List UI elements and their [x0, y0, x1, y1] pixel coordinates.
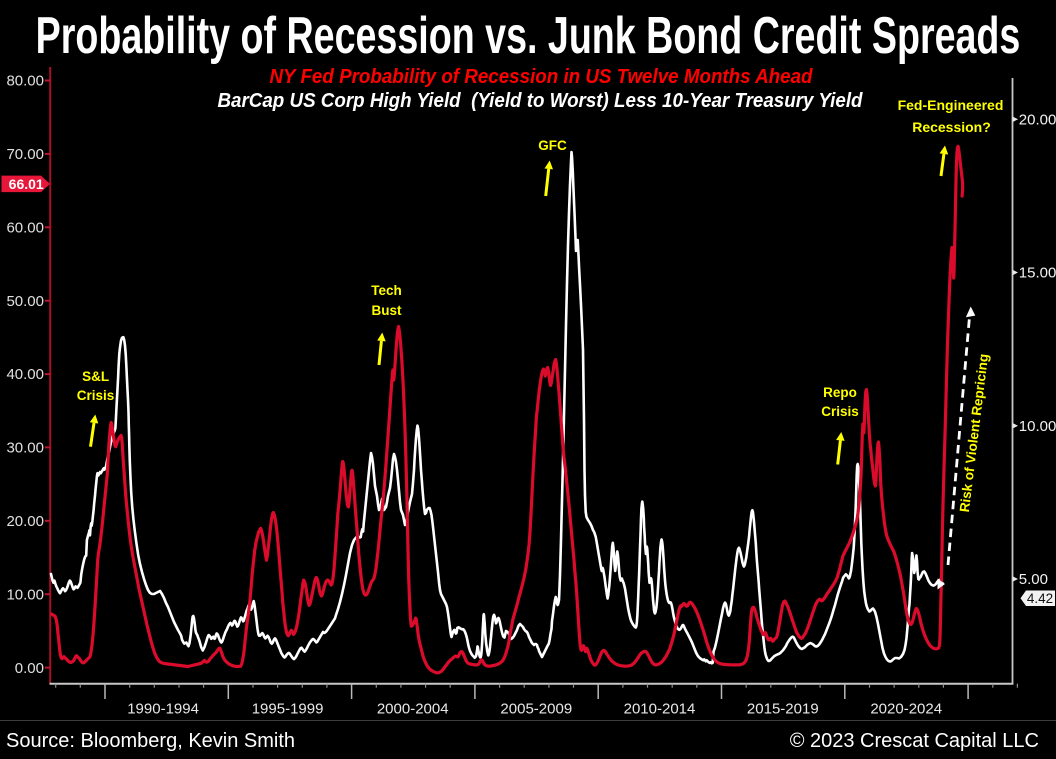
svg-text:10.00: 10.00: [6, 586, 44, 603]
svg-text:50.00: 50.00: [6, 293, 44, 310]
svg-text:1990-1994: 1990-1994: [127, 701, 199, 718]
svg-text:4.42: 4.42: [1027, 591, 1053, 606]
svg-text:10.00: 10.00: [1019, 418, 1056, 435]
svg-text:S&L: S&L: [82, 369, 109, 384]
svg-text:20.00: 20.00: [1019, 112, 1056, 129]
svg-text:30.00: 30.00: [6, 440, 44, 457]
svg-text:60.00: 60.00: [6, 220, 44, 237]
svg-text:Crisis: Crisis: [77, 388, 115, 403]
svg-text:2020-2024: 2020-2024: [870, 701, 942, 718]
svg-text:Fed-Engineered: Fed-Engineered: [898, 97, 1004, 113]
svg-text:5.00: 5.00: [1019, 571, 1048, 588]
svg-text:1995-1999: 1995-1999: [252, 701, 324, 718]
svg-text:Bust: Bust: [372, 303, 403, 318]
svg-text:0.00: 0.00: [15, 660, 44, 677]
svg-text:70.00: 70.00: [6, 146, 44, 163]
svg-text:Repo: Repo: [823, 385, 857, 400]
svg-text:66.01: 66.01: [9, 176, 44, 192]
svg-text:© 2023 Crescat Capital LLC: © 2023 Crescat Capital LLC: [790, 730, 1039, 752]
svg-text:BarCap US Corp High Yield (Yi: BarCap US Corp High Yield (Yield to Wors…: [217, 89, 863, 112]
svg-text:NY Fed Probability of Recessio: NY Fed Probability of Recession in US Tw…: [269, 65, 813, 88]
svg-text:2005-2009: 2005-2009: [500, 701, 572, 718]
svg-text:2015-2019: 2015-2019: [747, 701, 819, 718]
svg-text:40.00: 40.00: [6, 366, 44, 383]
svg-text:80.00: 80.00: [6, 73, 44, 90]
svg-text:Recession?: Recession?: [912, 119, 991, 135]
svg-text:Probability of Recession vs. J: Probability of Recession vs. Junk Bond C…: [36, 6, 1021, 64]
svg-text:Source: Bloomberg, Kevin Smith: Source: Bloomberg, Kevin Smith: [6, 730, 295, 752]
svg-text:2010-2014: 2010-2014: [624, 701, 696, 718]
svg-text:2000-2004: 2000-2004: [377, 701, 449, 718]
svg-text:GFC: GFC: [538, 138, 567, 153]
svg-text:15.00: 15.00: [1019, 265, 1056, 282]
svg-text:Crisis: Crisis: [821, 404, 859, 419]
svg-text:Tech: Tech: [371, 283, 402, 298]
svg-text:20.00: 20.00: [6, 513, 44, 530]
